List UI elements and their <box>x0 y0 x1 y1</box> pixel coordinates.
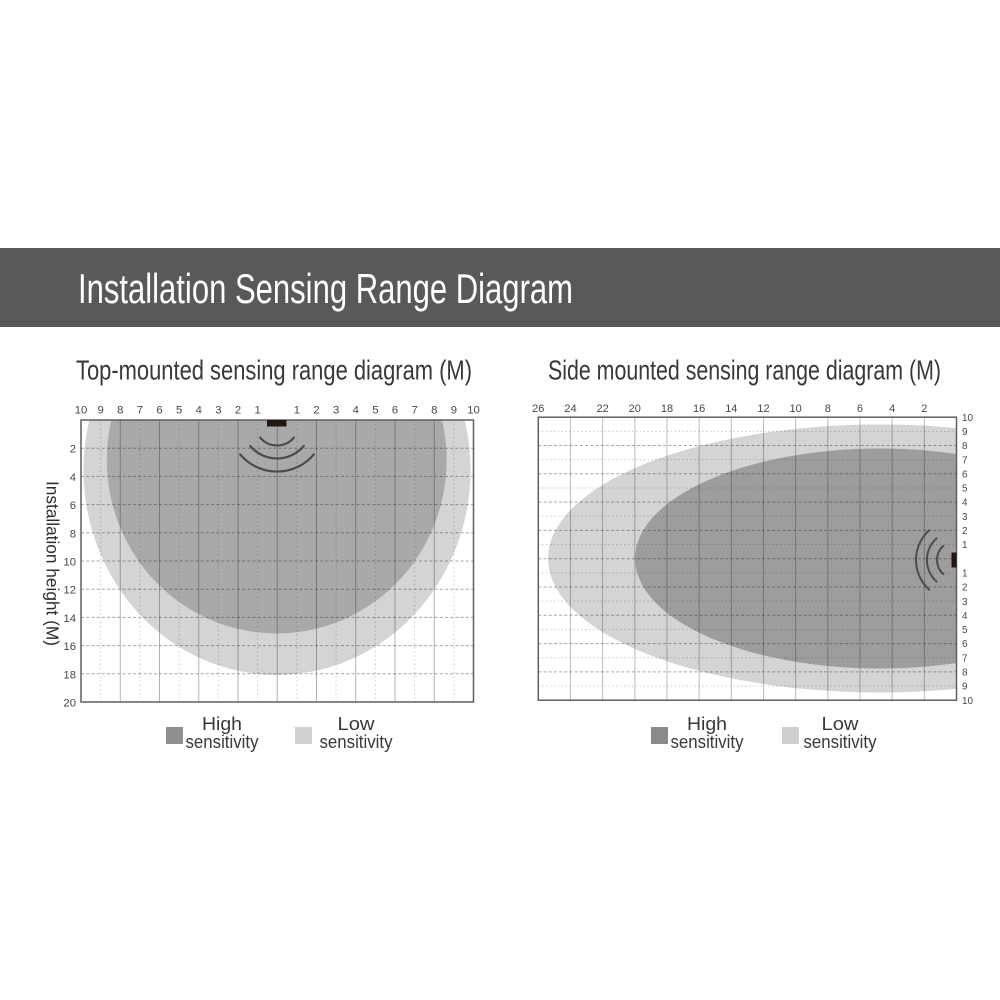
svg-text:9: 9 <box>962 682 968 693</box>
svg-text:5: 5 <box>962 484 968 495</box>
svg-text:20: 20 <box>629 403 641 415</box>
svg-text:5: 5 <box>176 405 182 417</box>
svg-text:Installation Sensing Range Dia: Installation Sensing Range Diagram <box>78 265 573 312</box>
svg-text:4: 4 <box>196 405 202 417</box>
svg-text:1: 1 <box>962 540 968 551</box>
svg-text:24: 24 <box>564 403 576 415</box>
svg-text:10: 10 <box>75 405 88 417</box>
svg-text:6: 6 <box>962 469 968 480</box>
svg-text:12: 12 <box>757 403 769 415</box>
svg-text:3: 3 <box>333 405 339 417</box>
svg-text:2: 2 <box>962 526 968 537</box>
svg-text:1: 1 <box>254 405 260 417</box>
svg-text:1: 1 <box>962 568 968 579</box>
svg-text:8: 8 <box>431 405 437 417</box>
svg-text:8: 8 <box>117 405 123 417</box>
svg-text:9: 9 <box>451 405 457 417</box>
svg-text:Low: Low <box>338 713 376 734</box>
svg-text:8: 8 <box>825 403 831 415</box>
svg-text:16: 16 <box>63 641 76 653</box>
svg-text:22: 22 <box>597 403 609 415</box>
svg-text:26: 26 <box>532 403 544 415</box>
svg-text:12: 12 <box>63 585 76 597</box>
svg-text:5: 5 <box>962 625 968 636</box>
svg-text:10: 10 <box>790 403 802 415</box>
svg-text:6: 6 <box>857 403 863 415</box>
svg-text:sensitivity: sensitivity <box>671 731 745 752</box>
svg-text:16: 16 <box>693 403 705 415</box>
svg-text:5: 5 <box>372 405 378 417</box>
svg-text:sensitivity: sensitivity <box>804 731 878 752</box>
svg-text:2: 2 <box>962 583 968 594</box>
svg-text:8: 8 <box>962 668 968 679</box>
svg-text:7: 7 <box>137 405 143 417</box>
svg-text:4: 4 <box>889 403 895 415</box>
svg-text:3: 3 <box>962 597 968 608</box>
svg-text:6: 6 <box>962 639 968 650</box>
svg-text:7: 7 <box>411 405 417 417</box>
svg-text:sensitivity: sensitivity <box>186 731 260 752</box>
svg-text:8: 8 <box>70 528 76 540</box>
svg-text:18: 18 <box>63 669 76 681</box>
svg-text:High: High <box>687 713 727 734</box>
svg-text:6: 6 <box>392 405 398 417</box>
svg-text:7: 7 <box>962 653 968 664</box>
svg-text:3: 3 <box>215 405 221 417</box>
svg-text:10: 10 <box>962 696 973 707</box>
svg-text:10: 10 <box>467 405 480 417</box>
svg-text:10: 10 <box>63 557 76 569</box>
svg-text:14: 14 <box>63 613 76 625</box>
svg-text:8: 8 <box>962 441 968 452</box>
svg-text:Installation height (M): Installation height (M) <box>43 481 63 646</box>
svg-text:3: 3 <box>962 512 968 523</box>
svg-text:Low: Low <box>822 713 860 734</box>
svg-text:4: 4 <box>70 472 76 484</box>
svg-text:Side mounted sensing range dia: Side mounted sensing range diagram (M) <box>548 355 941 386</box>
svg-text:7: 7 <box>962 455 968 466</box>
svg-text:9: 9 <box>962 427 968 438</box>
svg-text:Top-mounted sensing range diag: Top-mounted sensing range diagram (M) <box>76 355 472 386</box>
svg-text:14: 14 <box>725 403 737 415</box>
svg-text:6: 6 <box>70 500 76 512</box>
svg-text:2: 2 <box>235 405 241 417</box>
svg-text:18: 18 <box>661 403 673 415</box>
svg-text:4: 4 <box>962 611 968 622</box>
svg-text:6: 6 <box>156 405 162 417</box>
svg-text:2: 2 <box>70 444 76 456</box>
svg-text:9: 9 <box>97 405 103 417</box>
svg-text:sensitivity: sensitivity <box>320 731 394 752</box>
svg-text:10: 10 <box>962 413 973 424</box>
svg-text:4: 4 <box>353 405 359 417</box>
svg-text:1: 1 <box>294 405 300 417</box>
svg-text:High: High <box>202 713 242 734</box>
svg-text:2: 2 <box>313 405 319 417</box>
svg-text:20: 20 <box>63 698 76 710</box>
svg-text:4: 4 <box>962 498 968 509</box>
svg-text:2: 2 <box>921 403 927 415</box>
